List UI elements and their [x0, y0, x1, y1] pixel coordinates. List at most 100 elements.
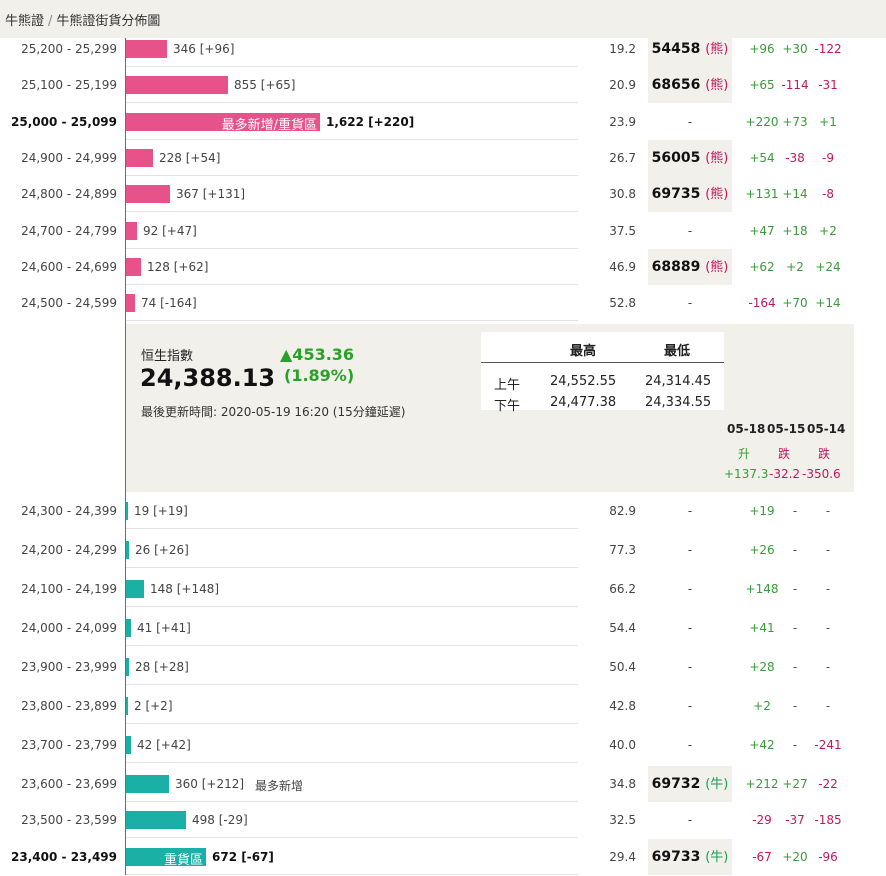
row-divider: [126, 247, 578, 249]
warrant-code[interactable]: 68656 (熊): [648, 67, 732, 104]
bull-quantity-bar: [126, 697, 128, 715]
date-header-1: 05-18: [727, 422, 766, 436]
price-range: 24,200 - 24,299: [21, 543, 117, 557]
percentage: 20.9: [609, 78, 636, 93]
table-row: 24,600 - 24,699 128 [+62] 46.9 68889 (熊) +62…: [0, 248, 886, 285]
bull-quantity-bar: [126, 541, 129, 559]
delta-day-2: -: [792, 738, 798, 752]
price-range: 25,200 - 25,299: [21, 42, 117, 56]
delta-day-2: -38: [785, 150, 805, 165]
delta-day-3: +1: [819, 114, 837, 129]
warrant-code-number[interactable]: 56005: [651, 149, 701, 166]
quantity-label: 346 [+96]: [173, 42, 235, 56]
table-row: 24,900 - 24,999 228 [+54] 26.7 56005 (熊) +54…: [0, 139, 886, 176]
table-row: 23,500 - 23,599 498 [-29] 32.5 - -29 -37 -185: [0, 802, 886, 838]
breadcrumb-item-cbbc[interactable]: 牛熊證: [5, 14, 45, 29]
bear-quantity-bar: [126, 185, 170, 204]
index-panel: 恒生指數 24,388.13 ▲453.36 (1.89%) 最後更新時間: 2…: [126, 324, 854, 492]
quantity-label: 367 [+131]: [176, 187, 246, 202]
delta-day-2: -: [792, 660, 798, 674]
delta-day-1: +65: [749, 78, 775, 93]
price-range: 24,600 - 24,699: [21, 259, 117, 274]
warrant-code[interactable]: 69733 (牛): [648, 839, 732, 875]
row-divider: [126, 174, 578, 176]
percentage: 77.3: [609, 543, 636, 557]
total-change-1: +137.3: [724, 467, 769, 481]
delta-day-1: +54: [749, 150, 775, 165]
bull-quantity-bar: [126, 619, 131, 637]
table-row: 24,000 - 24,099 41 [+41] 54.4 - +41 - -: [0, 610, 886, 646]
pm-label: 下午: [494, 399, 521, 414]
date-header-3: 05-14: [807, 422, 846, 436]
warrant-kind: (熊): [705, 187, 729, 203]
quantity-label: 360 [+212]: [175, 777, 245, 791]
quantity-label: 42 [+42]: [137, 738, 191, 752]
delta-day-3: -: [825, 699, 831, 713]
row-divider: [126, 837, 578, 838]
delta-day-1: +42: [749, 738, 775, 752]
bull-quantity-bar: [126, 502, 128, 520]
warrant-kind: (熊): [705, 259, 729, 275]
quantity-label: 1,622 [+220]: [326, 114, 415, 129]
warrant-code-number[interactable]: 69735: [651, 186, 701, 203]
warrant-code-number[interactable]: 68889: [651, 258, 701, 275]
delta-day-1: +26: [749, 543, 775, 557]
warrant-code-empty: -: [687, 699, 693, 713]
low-header: 最低: [664, 344, 691, 359]
quantity-label: 498 [-29]: [192, 813, 248, 827]
warrant-code-empty: -: [687, 296, 693, 311]
delta-day-1: +62: [749, 259, 775, 274]
warrant-code[interactable]: 69732 (牛): [648, 766, 732, 802]
delta-day-3: -9: [822, 150, 834, 165]
price-range: 23,500 - 23,599: [21, 813, 117, 827]
table-row: 23,400 - 23,499 重貨區 672 [-67] 29.4 69733 (牛)…: [0, 839, 886, 875]
delta-day-3: -: [825, 504, 831, 518]
quantity-label: 92 [+47]: [143, 223, 197, 238]
price-range: 23,600 - 23,699: [21, 777, 117, 791]
price-range: 25,100 - 25,199: [21, 78, 117, 93]
percentage: 23.9: [609, 114, 636, 129]
quantity-label: 74 [-164]: [141, 296, 197, 311]
table-row: 23,700 - 23,799 42 [+42] 40.0 - +42 - -241: [0, 727, 886, 763]
bar-inline-label: 重貨區: [163, 853, 203, 868]
warrant-kind: (熊): [705, 78, 729, 94]
last-updated-text: 最後更新時間: 2020-05-19 16:20 (15分鐘延遲): [141, 405, 406, 419]
delta-day-3: -22: [818, 777, 838, 791]
warrant-code[interactable]: 68889 (熊): [648, 248, 732, 285]
warrant-code-number[interactable]: 69733: [651, 849, 701, 865]
warrant-code[interactable]: 56005 (熊): [648, 139, 732, 176]
pm-high: 24,477.38: [550, 395, 617, 410]
delta-day-1: +41: [749, 621, 775, 635]
warrant-code-number[interactable]: 68656: [651, 77, 701, 94]
warrant-code-number[interactable]: 54458: [651, 41, 701, 57]
delta-day-1: -164: [748, 296, 776, 311]
delta-day-1: +96: [749, 42, 775, 56]
delta-day-2: -: [792, 504, 798, 518]
quantity-label: 228 [+54]: [159, 150, 221, 165]
delta-day-1: +47: [749, 223, 775, 238]
row-divider: [126, 528, 578, 529]
table-row: 24,800 - 24,899 367 [+131] 30.8 69735 (熊) +1…: [0, 176, 886, 213]
warrant-kind: (牛): [705, 777, 729, 792]
warrant-kind: (熊): [705, 42, 729, 57]
table-row: 23,600 - 23,699 360 [+212] 最多新增 34.8 69732 (…: [0, 766, 886, 802]
warrant-code-number[interactable]: 69732: [651, 776, 701, 792]
delta-day-3: -: [825, 543, 831, 557]
top-bar: 牛熊證 / 牛熊證街貨分佈圖: [0, 0, 886, 38]
trend-2: 跌: [778, 447, 791, 461]
percentage: 37.5: [609, 223, 636, 238]
table-row: 24,700 - 24,799 92 [+47] 37.5 - +47 +18 +2: [0, 213, 886, 249]
quantity-label: 148 [+148]: [150, 582, 220, 596]
table-row: 24,200 - 24,299 26 [+26] 77.3 - +26 - -: [0, 532, 886, 568]
percentage: 34.8: [609, 777, 636, 791]
warrant-code-empty: -: [687, 504, 693, 518]
percentage: 54.4: [609, 621, 636, 635]
delta-day-3: -185: [814, 813, 842, 827]
delta-day-2: +14: [782, 187, 808, 202]
index-change: ▲453.36: [280, 345, 355, 364]
price-range: 24,100 - 24,199: [21, 582, 117, 596]
quantity-label: 41 [+41]: [137, 621, 191, 635]
warrant-code[interactable]: 69735 (熊): [648, 176, 732, 213]
warrant-code[interactable]: 54458 (熊): [648, 31, 732, 67]
delta-day-1: +212: [745, 777, 779, 791]
